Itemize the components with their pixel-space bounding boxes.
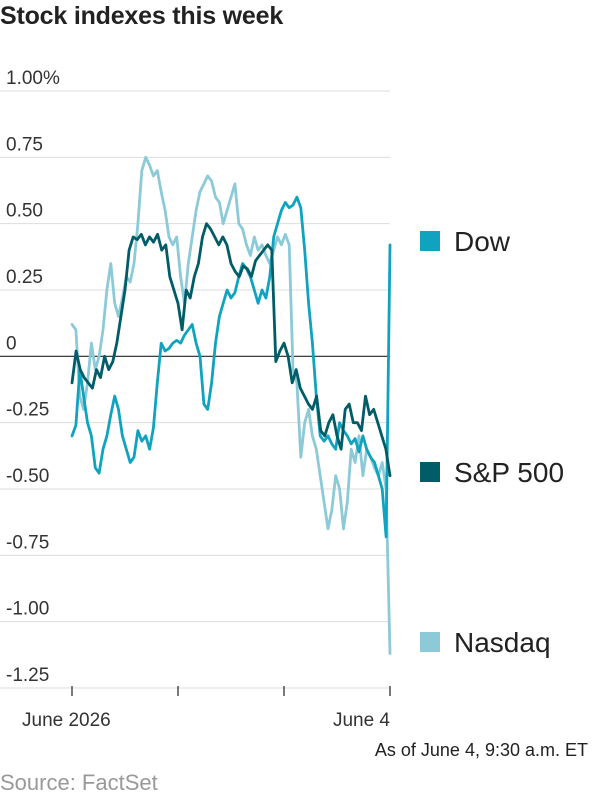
source-note: Source: FactSet (0, 770, 158, 795)
y-tick-label: -1.25 (6, 665, 49, 686)
y-tick-label: -0.75 (6, 532, 49, 553)
y-tick-label: 0 (6, 333, 17, 354)
y-tick-label: -1.00 (6, 599, 49, 620)
y-tick-label: 0.75 (6, 134, 43, 155)
legend-label: Dow (454, 226, 511, 257)
y-tick-label: -0.25 (6, 400, 49, 421)
legend: Dow S&P 500 Nasdaq (420, 226, 564, 658)
y-axis-tick-labels: 1.00% 0.75 0.50 0.25 0 -0.25 -0.50 -0.75 -1.00 -1… (6, 68, 60, 686)
y-tick-label: -0.50 (6, 466, 49, 487)
y-tick-label: 0.25 (6, 267, 43, 288)
legend-swatch (420, 231, 440, 251)
grid-lines (0, 90, 390, 689)
chart-title: Stock indexes this week (0, 2, 284, 30)
series-line-s-p-500 (70, 222, 392, 478)
series-lines (70, 155, 392, 655)
legend-label: S&P 500 (454, 457, 564, 488)
timestamp-note: As of June 4, 9:30 a.m. ET (374, 740, 588, 760)
y-tick-label: 1.00% (6, 68, 60, 89)
legend-swatch (420, 462, 440, 482)
x-axis: June 2026 June 4 (22, 686, 391, 731)
series-line-nasdaq (70, 155, 392, 655)
x-tick-label: June 2026 (22, 710, 111, 731)
x-tick-label: June 4 (333, 710, 390, 731)
series-line-dow (70, 195, 392, 539)
y-tick-label: 0.50 (6, 201, 43, 222)
legend-swatch (420, 632, 440, 652)
legend-label: Nasdaq (454, 627, 551, 658)
